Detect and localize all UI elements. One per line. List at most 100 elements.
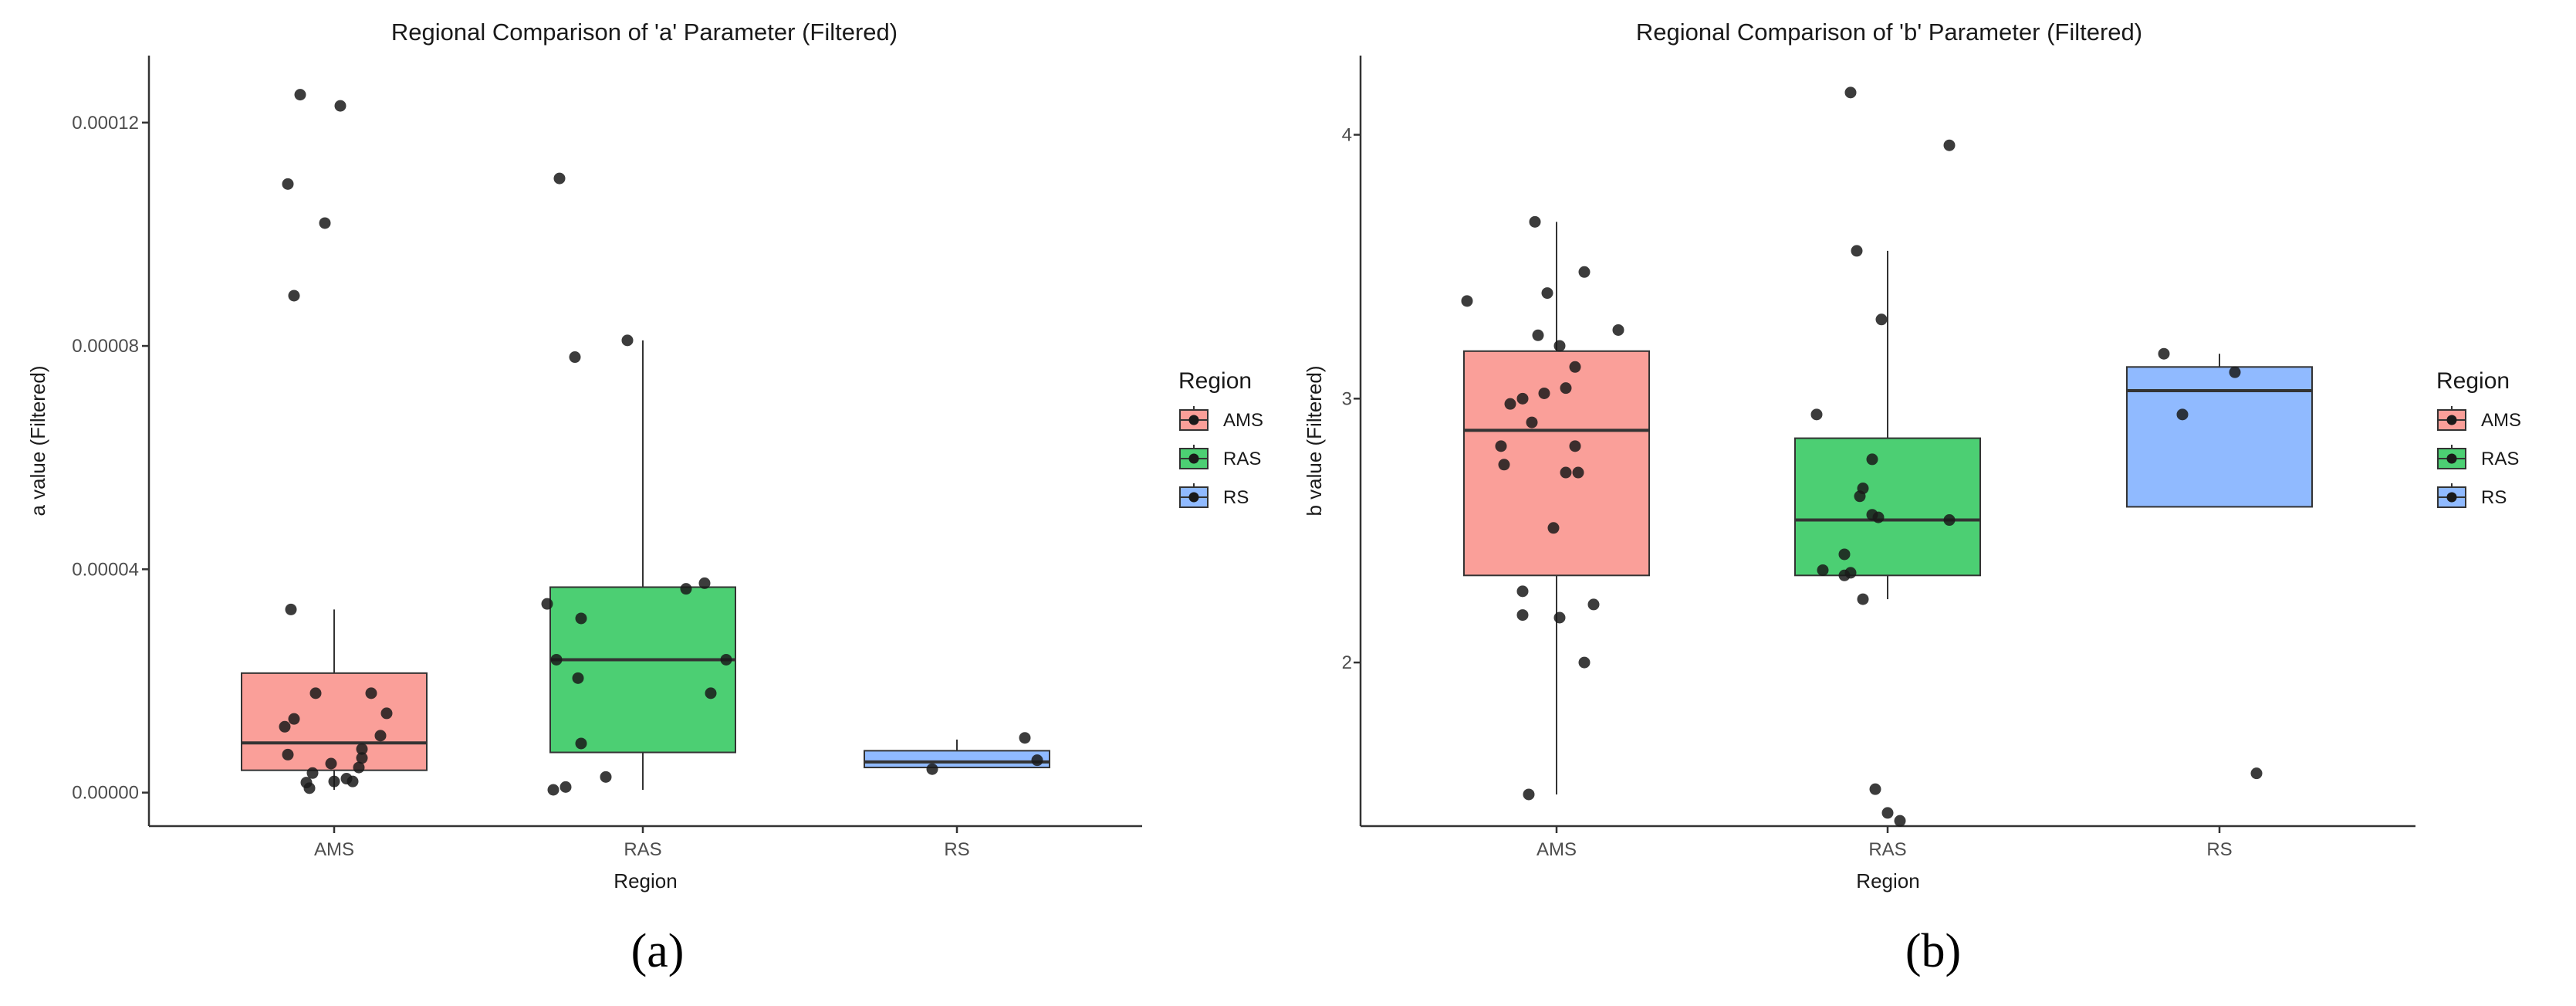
- data-point: [288, 713, 300, 725]
- panel-b: Regional Comparison of 'b' Parameter (Fi…: [1303, 19, 2521, 977]
- y-tick-label: 0.00008: [72, 336, 139, 357]
- data-point: [1526, 416, 1538, 428]
- data-point: [356, 752, 368, 764]
- legend-label: RS: [1223, 487, 1249, 508]
- y-tick-label: 0.00012: [72, 113, 139, 134]
- legend-key-point: [2446, 492, 2457, 503]
- legend-label: RAS: [2481, 449, 2519, 469]
- data-point: [380, 707, 393, 720]
- data-point: [1516, 609, 1529, 622]
- box-ams: [241, 672, 428, 771]
- legend-key-point: [2446, 453, 2457, 464]
- panel-a: Regional Comparison of 'a' Parameter (Fi…: [26, 19, 1263, 977]
- data-point: [356, 743, 368, 755]
- data-point: [2229, 366, 2241, 378]
- y-axis-title: a value (Filtered): [26, 365, 49, 516]
- legend-key-point: [2446, 415, 2457, 425]
- data-point: [285, 603, 297, 615]
- data-point: [1569, 440, 1581, 452]
- data-point: [1560, 466, 1572, 479]
- data-point: [698, 577, 711, 589]
- data-point: [1538, 387, 1550, 399]
- box-ras: [1794, 437, 1981, 577]
- y-tick-label: 0.00000: [72, 783, 139, 804]
- data-point: [1810, 408, 1823, 421]
- data-point: [1578, 656, 1591, 669]
- legend-label: RAS: [1223, 449, 1261, 469]
- data-point: [306, 767, 319, 779]
- data-point: [1869, 783, 1881, 795]
- panel-caption: (b): [1905, 925, 1961, 977]
- data-point: [1943, 514, 1956, 527]
- data-point: [926, 763, 938, 775]
- data-point: [309, 687, 322, 699]
- data-point: [1572, 466, 1584, 479]
- box-ams: [1463, 350, 1650, 577]
- x-axis-title: Region: [1856, 869, 1919, 893]
- data-point: [547, 784, 559, 796]
- data-point: [600, 771, 612, 783]
- data-point: [1504, 398, 1516, 410]
- y-tick-label: 2: [1342, 652, 1352, 673]
- data-point: [1532, 329, 1544, 341]
- data-point: [374, 730, 387, 742]
- data-point: [328, 775, 340, 788]
- data-point: [680, 583, 692, 595]
- data-point: [575, 612, 587, 625]
- data-point: [1529, 215, 1541, 228]
- data-point: [2250, 767, 2263, 780]
- data-point: [1541, 287, 1553, 300]
- data-point: [1495, 440, 1507, 452]
- data-point: [559, 781, 572, 793]
- data-point: [2158, 347, 2170, 360]
- y-tick-label: 4: [1342, 125, 1352, 146]
- x-tick-label: AMS: [1536, 839, 1577, 860]
- data-point: [1516, 392, 1529, 405]
- y-tick-label: 3: [1342, 388, 1352, 409]
- data-point: [1553, 611, 1566, 624]
- data-point: [569, 351, 581, 364]
- data-point: [1838, 548, 1851, 561]
- chart-title: Regional Comparison of 'a' Parameter (Fi…: [391, 19, 898, 46]
- legend-key-point: [1188, 492, 1199, 503]
- data-point: [1817, 564, 1829, 576]
- x-tick-label: RS: [944, 839, 969, 860]
- legend-key-point: [1188, 415, 1199, 425]
- data-point: [572, 672, 584, 684]
- data-point: [1881, 807, 1894, 819]
- box-rs: [2126, 366, 2313, 508]
- data-point: [575, 737, 587, 750]
- y-tick-label: 0.00004: [72, 559, 139, 580]
- data-point: [1854, 490, 1866, 503]
- legend-title: Region: [1178, 368, 1252, 394]
- data-point: [347, 775, 359, 788]
- legend-title: Region: [2436, 368, 2510, 394]
- data-point: [621, 334, 634, 347]
- x-tick-label: RAS: [1868, 839, 1906, 860]
- legend-label: AMS: [1223, 410, 1263, 431]
- x-tick-label: RAS: [624, 839, 661, 860]
- data-point: [1569, 361, 1581, 373]
- data-point: [553, 172, 566, 185]
- data-point: [1872, 511, 1885, 523]
- data-point: [365, 687, 377, 699]
- data-point: [1560, 382, 1572, 395]
- data-point: [1523, 788, 1535, 801]
- data-point: [1461, 295, 1473, 307]
- data-point: [282, 748, 294, 760]
- data-point: [319, 217, 331, 229]
- data-point: [1553, 340, 1566, 352]
- data-point: [1019, 732, 1031, 744]
- data-point: [1612, 323, 1624, 336]
- y-axis-title: b value (Filtered): [1303, 365, 1326, 516]
- chart-title: Regional Comparison of 'b' Parameter (Fi…: [1636, 19, 2142, 46]
- box-ras: [549, 586, 736, 754]
- data-point: [1498, 459, 1510, 471]
- legend-label: AMS: [2481, 410, 2521, 431]
- data-point: [279, 720, 291, 733]
- data-point: [1844, 86, 1857, 99]
- data-point: [1547, 522, 1560, 534]
- data-point: [1857, 593, 1869, 605]
- x-tick-label: AMS: [314, 839, 354, 860]
